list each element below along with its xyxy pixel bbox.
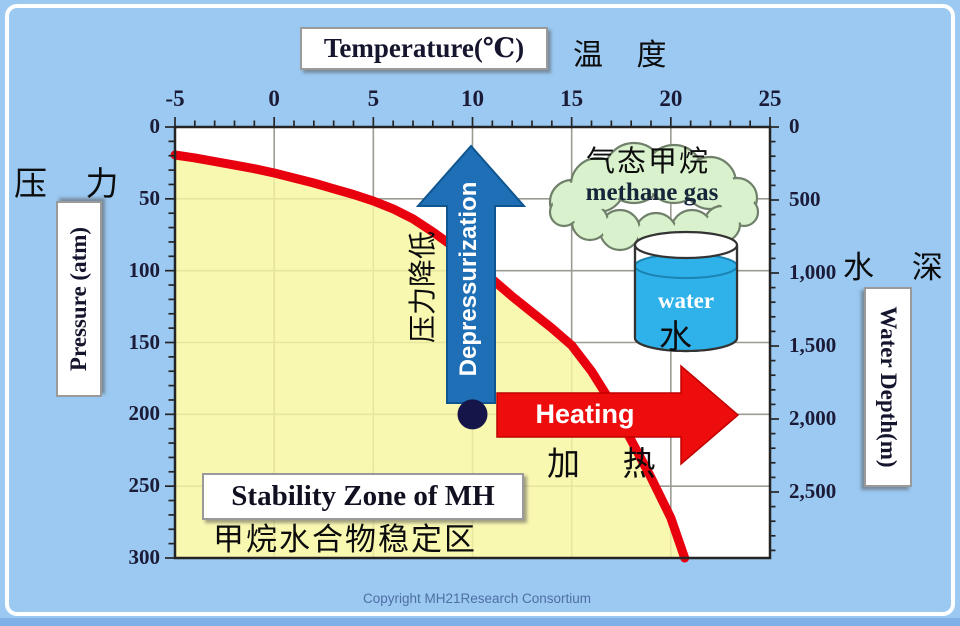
- methane-cloud-shape: [606, 145, 662, 201]
- x-tick-label: 5: [367, 86, 380, 111]
- temperature-axis-title-chinese: 温 度: [573, 38, 679, 73]
- heating-arrow-label: Heating: [535, 399, 635, 429]
- pressure-axis-label-box: Pressure (atm): [56, 201, 102, 397]
- x-tick-label: -5: [165, 86, 185, 111]
- temperature-axis-title: Temperature(℃): [323, 33, 525, 63]
- depth-tick-label: 500: [789, 187, 821, 211]
- methane-cloud-shape: [732, 200, 756, 224]
- stability-zone-label: Stability Zone of MH: [231, 480, 495, 512]
- pressure-axis-label-chinese: 压 力: [14, 164, 133, 203]
- water-depth-axis-label: Water Depth(m): [876, 306, 901, 468]
- pressure-tick-label: 0: [149, 114, 161, 138]
- heating-label-chinese: 加 热: [547, 444, 672, 483]
- pressure-tick-label: 150: [128, 329, 161, 354]
- water-label-chinese: 水: [659, 317, 692, 356]
- pressure-tick-label: 50: [139, 185, 160, 210]
- methane-cloud-shape: [552, 200, 576, 224]
- methane-gas-label-chinese: 气态甲烷: [586, 144, 711, 178]
- temperature-axis-title-box: Temperature(℃): [300, 27, 548, 70]
- depressurization-arrow-label: Depressurization: [455, 181, 482, 377]
- heating-arrow: [496, 364, 740, 466]
- water-depth-axis-label-box: Water Depth(m): [864, 287, 912, 487]
- depth-tick-label: 2,000: [789, 406, 837, 430]
- depressurization-label-chinese: 压力降低: [406, 231, 439, 344]
- methane-cloud-shape: [602, 212, 638, 248]
- pressure-tick-label: 200: [128, 401, 161, 426]
- depth-tick-label: 0: [789, 114, 800, 138]
- depth-tick-label: 1,000: [789, 260, 837, 284]
- x-tick-label: 15: [560, 86, 584, 111]
- water-fill: [635, 266, 737, 351]
- water-label: water: [657, 288, 715, 313]
- stability-zone-label-chinese: 甲烷水合物稳定区: [213, 522, 477, 558]
- x-tick-label: 10: [461, 86, 484, 111]
- stability-zone-label-box: Stability Zone of MH: [202, 473, 524, 520]
- pressure-axis-label: Pressure (atm): [66, 226, 91, 372]
- pressure-tick-label: 300: [128, 545, 161, 569]
- methane-cloud-shape: [706, 208, 738, 240]
- x-tick-label: 0: [268, 86, 280, 111]
- x-tick-label: 20: [659, 86, 683, 111]
- water-cylinder-outline: [633, 245, 739, 353]
- depth-tick-label: 1,500: [789, 333, 837, 357]
- water-cylinder-top: [633, 230, 739, 260]
- depth-tick-label: 2,500: [789, 479, 837, 503]
- methane-gas-label: methane gas: [585, 179, 719, 206]
- methane-cloud-shape: [574, 206, 606, 238]
- bottom-blue-strip: [0, 618, 960, 626]
- water-depth-axis-label-chinese: 水 深: [843, 250, 957, 286]
- operating-point-dot: [457, 399, 488, 430]
- copyright-text: Copyright MH21Research Consortium: [362, 591, 592, 606]
- x-tick-label: 25: [758, 86, 782, 111]
- stability-zone-area: [175, 155, 685, 558]
- pressure-tick-label: 100: [128, 257, 161, 282]
- pressure-tick-label: 250: [128, 473, 161, 498]
